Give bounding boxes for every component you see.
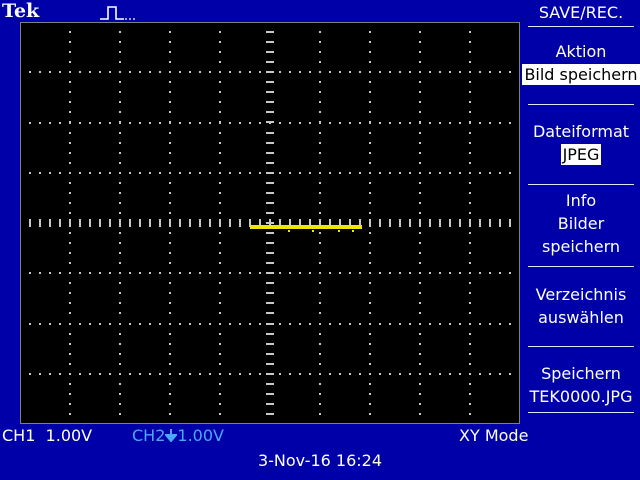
info-line3: speichern: [542, 237, 620, 256]
xy-trace: [250, 225, 362, 232]
aktion-label: Aktion: [555, 42, 607, 61]
menu-separator: [528, 104, 634, 105]
info-line2: Bilder: [557, 214, 605, 233]
ch2-label: CH2: [132, 426, 166, 445]
verzeichnis-line1: Verzeichnis: [535, 285, 627, 304]
brand-logo: Tek: [2, 0, 40, 22]
menu-button-dateiformat[interactable]: Dateiformat JPEG: [522, 120, 640, 166]
side-menu: SAVE/REC. Aktion Bild speichern Dateifor…: [522, 0, 640, 426]
menu-separator: [528, 26, 634, 27]
menu-button-verzeichnis[interactable]: Verzeichnis auswählen: [522, 283, 640, 329]
menu-button-info[interactable]: Info Bilder speichern: [522, 189, 640, 258]
menu-separator: [528, 184, 634, 185]
ch2-value: 1.00V: [177, 426, 224, 445]
speichern-line1: Speichern: [541, 364, 621, 383]
menu-separator: [528, 346, 634, 347]
pulse-icon: [100, 6, 135, 20]
menu-separator: [528, 412, 634, 413]
oscilloscope-screen: [20, 22, 520, 424]
xy-mode-indicator: XY Mode: [459, 426, 529, 445]
ch2-readout: CH2 1.00V: [132, 426, 224, 446]
menu-button-speichern[interactable]: Speichern TEK0000.JPG: [522, 362, 640, 408]
arrow-down-icon: [164, 429, 179, 443]
date-time: 3-Nov-16 16:24: [257, 451, 383, 470]
aktion-value: Bild speichern: [522, 64, 640, 85]
menu-separator: [528, 266, 634, 267]
menu-title: SAVE/REC.: [538, 3, 624, 22]
dateiformat-label: Dateiformat: [532, 122, 630, 141]
speichern-filename: TEK0000.JPG: [529, 387, 633, 406]
graticule: [20, 22, 520, 424]
verzeichnis-line2: auswählen: [538, 308, 624, 327]
menu-button-aktion[interactable]: Aktion Bild speichern: [522, 40, 640, 86]
dateiformat-value: JPEG: [560, 144, 602, 165]
info-line1: Info: [565, 191, 597, 210]
ch1-readout: CH1 1.00V: [2, 426, 93, 445]
